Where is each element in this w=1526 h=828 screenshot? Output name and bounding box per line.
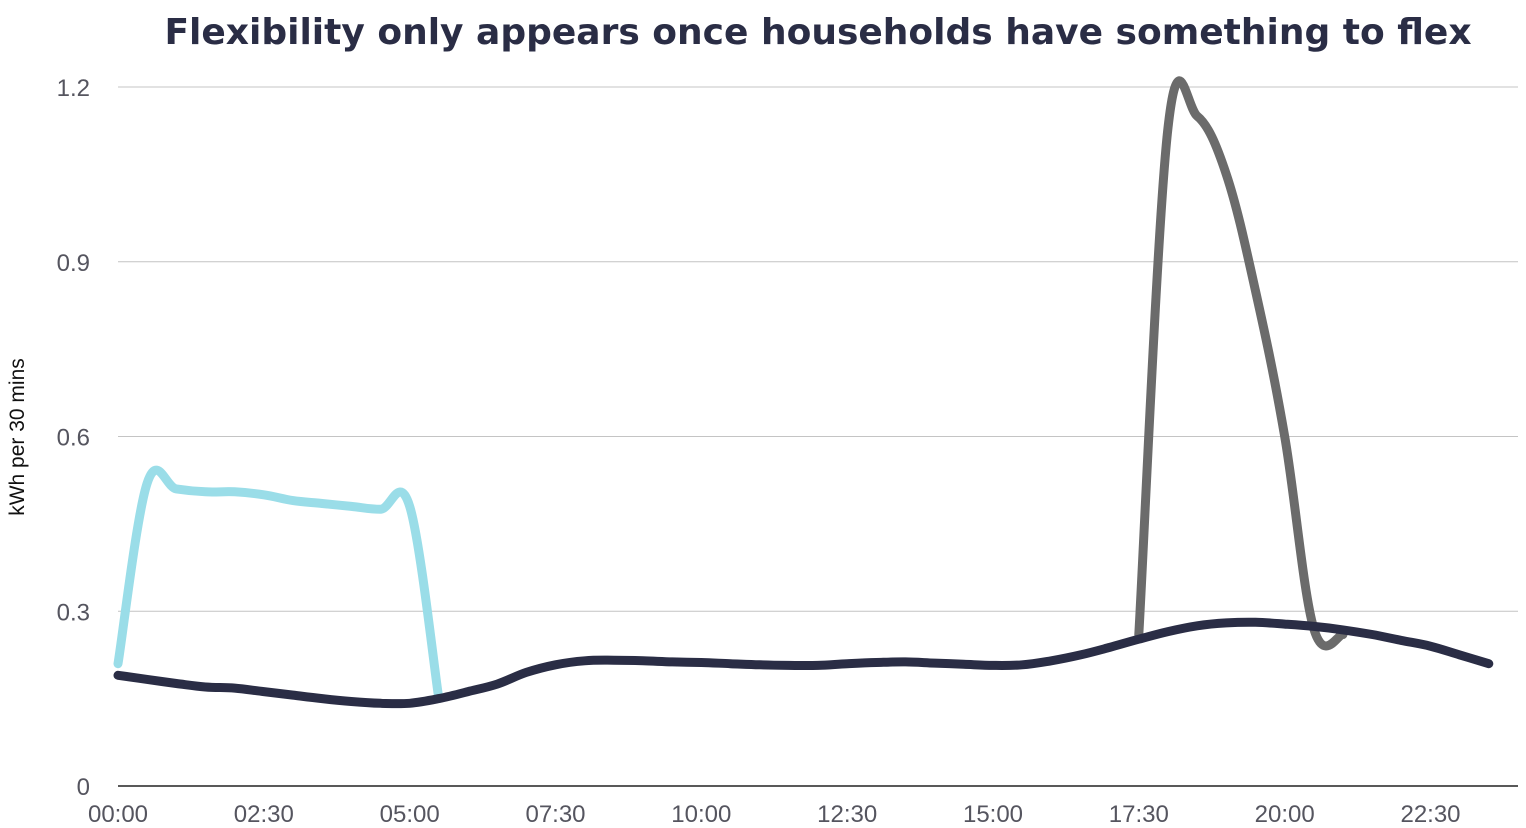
series-line <box>1134 76 1348 651</box>
y-tick-label: 0.3 <box>57 599 90 626</box>
series-line <box>113 617 1494 709</box>
x-tick-label: 00:00 <box>88 801 148 828</box>
series-line <box>113 465 444 704</box>
x-tick-label: 15:00 <box>963 801 1023 828</box>
x-tick-label: 10:00 <box>671 801 731 828</box>
x-tick-label: 17:30 <box>1109 801 1169 828</box>
x-tick-label: 07:30 <box>525 801 585 828</box>
x-tick-label: 05:00 <box>380 801 440 828</box>
series-lines <box>113 76 1494 709</box>
y-tick-label: 0.9 <box>57 250 90 277</box>
y-tick-label: 1.2 <box>57 75 90 102</box>
y-axis-ticks: 0 0.3 0.6 0.9 1.2 <box>57 75 90 801</box>
x-axis-ticks: 00:00 02:30 05:00 07:30 10:00 12:30 15:00 17:30… <box>88 801 1461 828</box>
x-tick-label: 12:30 <box>817 801 877 828</box>
chart-title: Flexibility only appears once households… <box>164 12 1471 53</box>
y-tick-label: 0 <box>77 774 90 801</box>
x-tick-label: 20:00 <box>1255 801 1315 828</box>
y-axis-label: kWh per 30 mins <box>6 358 29 516</box>
x-tick-label: 02:30 <box>234 801 294 828</box>
x-tick-label: 22:30 <box>1400 801 1460 828</box>
gridlines <box>118 86 1518 612</box>
y-tick-label: 0.6 <box>57 425 90 452</box>
